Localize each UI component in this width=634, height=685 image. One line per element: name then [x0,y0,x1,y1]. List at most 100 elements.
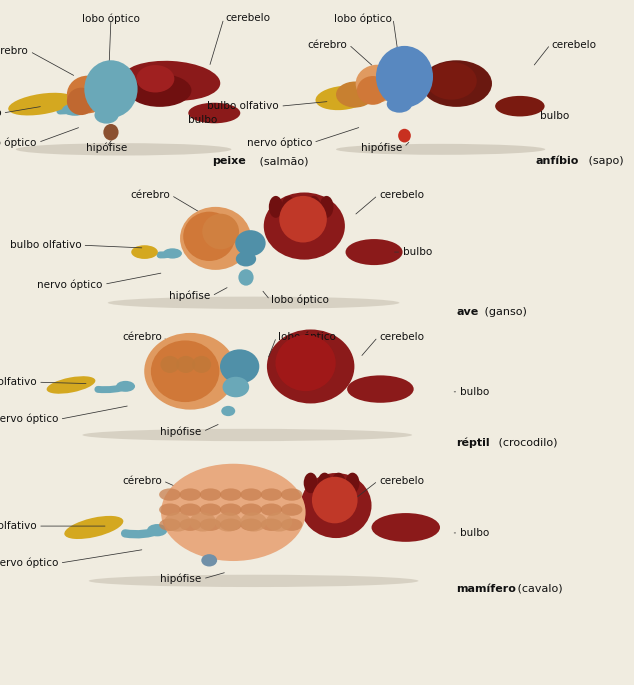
Text: bulbo: bulbo [460,528,489,538]
Ellipse shape [179,503,201,516]
Ellipse shape [82,429,412,441]
Ellipse shape [215,512,242,532]
Text: lobo óptico: lobo óptico [278,332,335,342]
Ellipse shape [183,212,235,261]
Ellipse shape [190,512,216,532]
Ellipse shape [220,519,242,531]
Text: cérebro: cérebro [122,476,162,486]
Text: hipófise: hipófise [160,573,202,584]
Text: cérebro: cérebro [0,47,29,56]
Ellipse shape [223,377,249,397]
Ellipse shape [304,473,318,493]
Ellipse shape [372,513,440,542]
Ellipse shape [347,375,413,403]
Ellipse shape [261,503,282,516]
Text: lobo óptico: lobo óptico [334,13,392,24]
Ellipse shape [320,196,333,218]
Ellipse shape [316,86,369,110]
Ellipse shape [147,524,167,536]
Circle shape [103,124,119,140]
Text: nervo óptico: nervo óptico [247,137,312,148]
Ellipse shape [164,512,191,532]
Ellipse shape [294,196,308,218]
Ellipse shape [8,92,74,116]
FancyArrowPatch shape [160,253,176,255]
Text: hipófise: hipófise [86,142,127,153]
Text: ave: ave [456,307,479,317]
Ellipse shape [159,519,181,531]
Ellipse shape [221,406,235,416]
Ellipse shape [261,519,282,531]
Text: bulbo olfativo: bulbo olfativo [10,240,81,250]
Ellipse shape [336,144,545,155]
Ellipse shape [332,473,346,493]
Ellipse shape [176,356,195,373]
Text: bulbo: bulbo [403,247,432,257]
FancyArrowPatch shape [125,530,161,534]
Ellipse shape [67,76,108,113]
Text: réptil: réptil [456,437,490,447]
Ellipse shape [64,516,124,539]
Ellipse shape [336,82,374,108]
Text: (ganso): (ganso) [481,307,526,317]
Ellipse shape [318,473,332,493]
Ellipse shape [144,333,236,410]
Ellipse shape [426,62,477,100]
Text: cérebro: cérebro [122,332,162,342]
Ellipse shape [220,349,259,384]
Circle shape [376,46,433,108]
Ellipse shape [163,249,182,259]
Ellipse shape [267,329,354,403]
Ellipse shape [269,196,283,218]
FancyArrowPatch shape [60,108,80,111]
Text: cerebelo: cerebelo [379,190,424,200]
Ellipse shape [240,512,267,532]
Ellipse shape [281,503,302,516]
Ellipse shape [179,519,201,531]
Ellipse shape [67,88,95,115]
Ellipse shape [179,488,201,501]
Text: cerebelo: cerebelo [379,476,424,486]
Ellipse shape [94,106,119,124]
Ellipse shape [16,143,231,155]
Ellipse shape [346,239,403,265]
Ellipse shape [192,356,211,373]
Ellipse shape [128,74,191,107]
Text: (salmão): (salmão) [256,156,308,166]
Ellipse shape [346,473,359,493]
Ellipse shape [356,65,399,102]
Ellipse shape [62,103,87,116]
Ellipse shape [261,488,282,501]
Ellipse shape [200,503,221,516]
Text: bulbo olfativo: bulbo olfativo [0,108,1,118]
Ellipse shape [180,207,251,270]
Text: peixe: peixe [212,156,246,166]
Text: cérebro: cérebro [307,40,347,49]
Ellipse shape [421,60,492,107]
Text: nervo óptico: nervo óptico [37,279,103,290]
Ellipse shape [188,103,240,123]
Text: anfíbio: anfíbio [536,156,579,166]
Circle shape [398,129,411,142]
Ellipse shape [307,196,321,218]
Ellipse shape [387,95,412,113]
Text: bulbo olfativo: bulbo olfativo [207,101,279,111]
Text: nervo óptico: nervo óptico [0,414,58,425]
Text: cerebelo: cerebelo [225,14,270,23]
Ellipse shape [495,96,545,116]
Ellipse shape [301,473,372,538]
Text: hipófise: hipófise [169,290,210,301]
Ellipse shape [240,519,262,531]
Text: hipófise: hipófise [361,142,403,153]
Text: nervo óptico: nervo óptico [0,137,37,148]
Ellipse shape [116,381,135,392]
Text: mamífero: mamífero [456,584,516,594]
Ellipse shape [200,519,221,531]
Ellipse shape [136,65,174,92]
Ellipse shape [108,297,399,309]
Text: (crocodilo): (crocodilo) [495,437,557,447]
Text: cerebelo: cerebelo [552,40,597,49]
Ellipse shape [264,192,345,260]
Ellipse shape [159,488,181,501]
Text: lobo óptico: lobo óptico [82,13,140,24]
